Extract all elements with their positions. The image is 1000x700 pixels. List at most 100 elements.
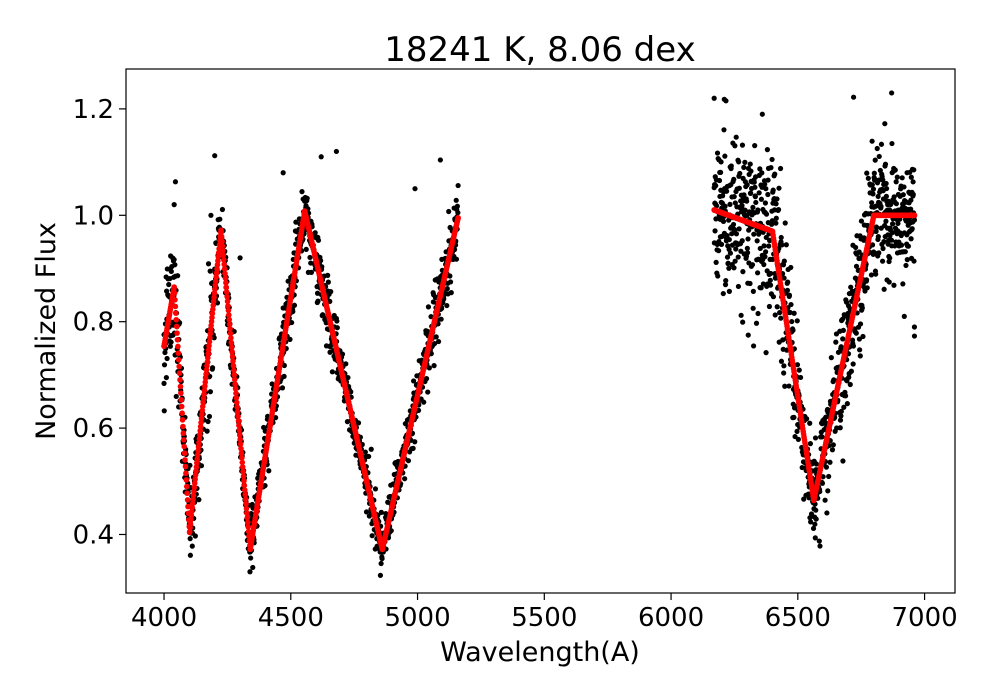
model-point — [227, 326, 233, 332]
model-point — [190, 492, 197, 499]
observed-point — [749, 262, 756, 268]
model-point — [236, 427, 243, 433]
model-point — [194, 460, 200, 466]
observed-point — [732, 143, 738, 149]
observed-point — [757, 166, 763, 172]
observed-point — [162, 349, 168, 356]
observed-point — [781, 258, 787, 264]
model-point — [172, 296, 178, 303]
observed-point — [882, 121, 888, 127]
observed-point — [784, 287, 791, 293]
observed-point — [308, 269, 315, 275]
model-point — [214, 262, 221, 268]
model-point — [180, 430, 187, 437]
model-point — [226, 312, 232, 318]
model-point — [161, 343, 167, 349]
model-point — [207, 330, 214, 337]
observed-point — [878, 141, 885, 147]
model-point — [225, 303, 231, 309]
observed-point — [879, 258, 886, 264]
observed-point — [724, 233, 730, 239]
observed-point — [804, 416, 810, 422]
observed-point — [883, 185, 890, 192]
observed-point — [372, 486, 379, 492]
x-tick-label: 7000 — [891, 603, 957, 633]
model-point — [191, 488, 197, 495]
observed-point — [166, 281, 172, 288]
observed-point — [874, 145, 880, 152]
observed-point — [810, 525, 817, 532]
observed-point — [362, 449, 368, 455]
observed-point — [772, 312, 778, 318]
model-point — [215, 254, 222, 260]
observed-point — [339, 351, 346, 357]
x-tick-label: 6500 — [765, 603, 831, 633]
model-point — [191, 480, 198, 487]
model-point — [212, 282, 219, 288]
model-point — [227, 330, 234, 337]
model-point — [238, 445, 244, 452]
observed-point — [410, 445, 416, 451]
x-axis: 4000 4500 5000 5500 6000 6500 7000 — [131, 593, 958, 633]
x-tick-label: 6000 — [638, 603, 704, 633]
observed-point — [285, 278, 291, 284]
observed-point — [378, 509, 384, 515]
observed-point — [453, 256, 460, 262]
model-point — [237, 436, 243, 443]
observed-point — [766, 243, 772, 249]
observed-point — [908, 236, 914, 242]
observed-point — [782, 383, 788, 389]
observed-point — [876, 177, 882, 183]
model-point — [173, 323, 180, 330]
model-point — [234, 404, 241, 410]
observed-point — [237, 255, 243, 261]
model-point — [198, 415, 205, 422]
model-point — [204, 363, 210, 369]
observed-point — [266, 468, 272, 474]
observed-point — [910, 179, 916, 185]
observed-point — [168, 268, 174, 275]
observed-point — [333, 148, 340, 155]
observed-point — [713, 216, 719, 222]
model-point — [207, 334, 213, 341]
observed-point — [715, 273, 721, 279]
observed-point — [168, 339, 174, 345]
observed-point — [853, 330, 859, 336]
observed-point — [744, 250, 751, 256]
observed-point — [894, 174, 900, 180]
model-point — [192, 472, 199, 478]
model-point — [188, 508, 195, 515]
observed-point — [777, 165, 784, 172]
observed-point — [438, 316, 444, 322]
observed-point — [816, 538, 822, 544]
observed-point — [826, 473, 832, 480]
model-point — [209, 314, 215, 321]
model-point — [769, 228, 776, 235]
observed-point — [911, 333, 918, 339]
model-point — [236, 431, 243, 438]
model-point — [193, 468, 199, 474]
model-point — [204, 359, 211, 365]
observed-point — [838, 408, 844, 415]
x-tick-label: 4000 — [131, 603, 197, 633]
model-point — [180, 423, 186, 430]
observed-point — [880, 245, 886, 252]
model-point — [183, 470, 189, 477]
observed-point — [207, 389, 214, 395]
observed-point — [343, 361, 349, 367]
model-point — [202, 375, 209, 381]
observed-point — [853, 244, 859, 251]
observed-point — [812, 521, 818, 527]
model-point — [232, 381, 238, 387]
observed-point — [212, 153, 218, 159]
model-point — [241, 482, 248, 489]
observed-point — [739, 238, 745, 244]
observed-point — [763, 350, 769, 356]
observed-point — [905, 243, 912, 249]
observed-point — [315, 298, 321, 304]
observed-point — [892, 243, 898, 249]
observed-point — [175, 273, 181, 279]
observed-point — [721, 96, 727, 102]
observed-point — [716, 248, 722, 254]
observed-point — [161, 408, 167, 414]
